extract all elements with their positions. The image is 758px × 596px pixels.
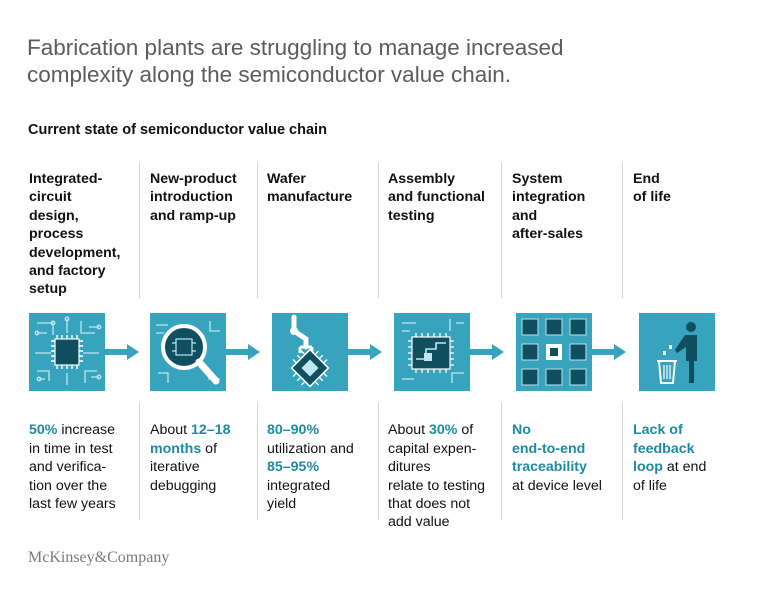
stat-highlight: 12–18 months bbox=[150, 422, 231, 457]
desc-text: at end of life bbox=[633, 459, 707, 494]
stage-desc-wafer: 80–90% utilization and 85–95% integrated… bbox=[267, 403, 379, 513]
desc-text: of iterative debugging bbox=[150, 440, 218, 494]
stage-label-design: Integrated- circuit design, process deve… bbox=[29, 171, 121, 298]
stat-highlight: 85–95% bbox=[267, 459, 320, 476]
stage-desc-end-of-life: Lack of feedback loop at end of life bbox=[633, 403, 745, 495]
stage-label-npi: New-product introduction and ramp-up bbox=[150, 171, 237, 224]
robot-arm-icon bbox=[272, 313, 348, 391]
stat-highlight: 50% bbox=[29, 422, 58, 439]
trash-person-icon bbox=[639, 313, 715, 391]
stat-highlight: Lack of feedback loop bbox=[633, 422, 695, 476]
stage-desc-assembly: About 30% of capital expen- ditures rela… bbox=[388, 403, 503, 532]
stage-desc-system: No end-to-end traceability at device lev… bbox=[512, 403, 624, 495]
desc-text: About bbox=[150, 422, 192, 439]
column-divider bbox=[622, 162, 623, 298]
stage-label-wafer: Wafer manufacture bbox=[267, 171, 353, 206]
flow-arrow bbox=[348, 344, 382, 360]
stage-label-system: System integration and after-sales bbox=[512, 171, 586, 243]
desc-text: utilization and bbox=[267, 440, 354, 457]
stat-highlight: 80–90% bbox=[267, 422, 320, 439]
desc-text: at device level bbox=[512, 477, 602, 494]
flow-arrow bbox=[105, 344, 139, 360]
stat-highlight: 30% bbox=[429, 422, 458, 439]
chip-grid-icon bbox=[516, 313, 592, 391]
flow-arrow bbox=[592, 344, 626, 360]
column-divider bbox=[501, 162, 502, 298]
stage-label-end-of-life: End of life bbox=[633, 171, 671, 206]
flow-arrow bbox=[470, 344, 504, 360]
desc-text: About bbox=[388, 422, 430, 439]
chart-subtitle: Current state of semiconductor value cha… bbox=[28, 122, 327, 138]
column-divider bbox=[257, 402, 258, 520]
flow-arrow bbox=[226, 344, 260, 360]
column-divider bbox=[139, 402, 140, 520]
circuit-test-icon bbox=[394, 313, 470, 391]
desc-text: of capital expen- ditures relate to test… bbox=[388, 422, 486, 531]
stage-desc-design: 50% increase in time in test and verific… bbox=[29, 403, 141, 513]
column-divider bbox=[501, 402, 502, 520]
column-divider bbox=[622, 402, 623, 520]
company-logo: McKinsey&Company bbox=[28, 549, 170, 566]
magnifier-icon bbox=[150, 313, 226, 391]
column-divider bbox=[139, 162, 140, 298]
page-title: Fabrication plants are struggling to man… bbox=[27, 35, 564, 87]
desc-text: integrated yield bbox=[267, 477, 331, 513]
chip-icon bbox=[29, 313, 105, 391]
stage-label-assembly: Assembly and functional testing bbox=[388, 171, 485, 224]
column-divider bbox=[378, 162, 379, 298]
stage-desc-npi: About 12–18 months of iterative debuggin… bbox=[150, 403, 262, 495]
stat-highlight: No end-to-end traceability bbox=[512, 422, 587, 476]
column-divider bbox=[378, 402, 379, 520]
desc-text: increase in time in test and verifica- t… bbox=[29, 422, 116, 513]
column-divider bbox=[257, 162, 258, 298]
